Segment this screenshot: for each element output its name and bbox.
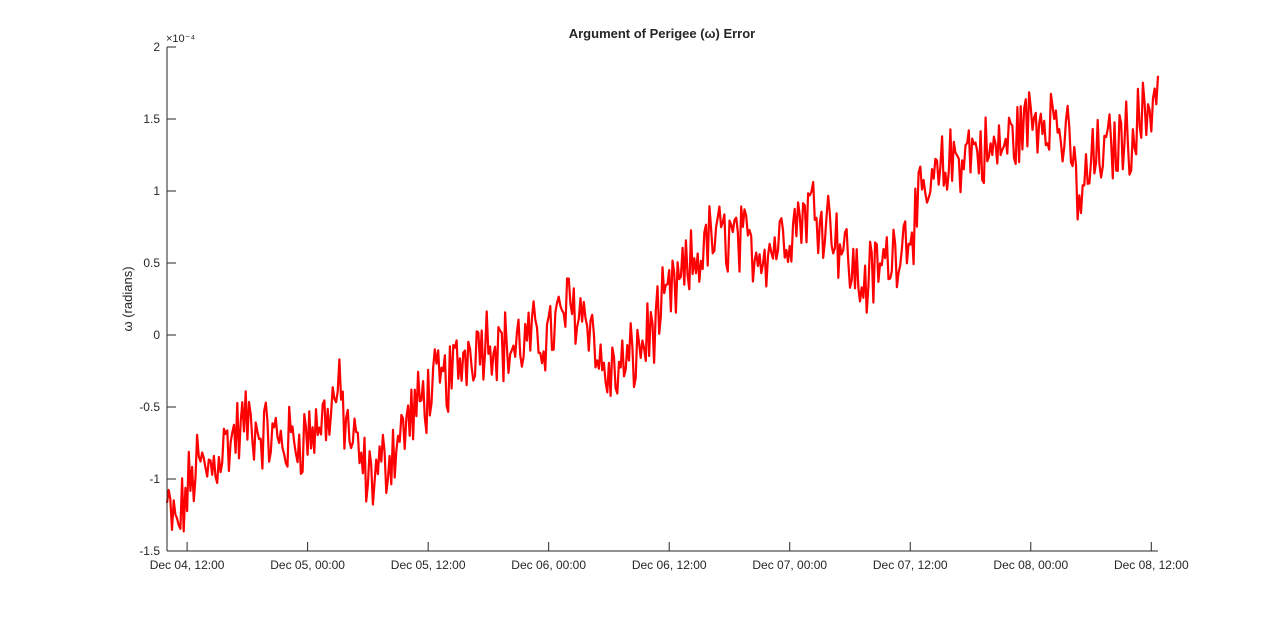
x-tick-label: Dec 08, 00:00	[993, 558, 1068, 572]
x-tick-label: Dec 08, 12:00	[1114, 558, 1189, 572]
x-tick-label: Dec 06, 00:00	[511, 558, 586, 572]
x-tick-label: Dec 05, 00:00	[270, 558, 345, 572]
y-exponent-label: ×10⁻⁴	[166, 33, 195, 45]
axis-layer	[166, 47, 1158, 552]
y-tick-label: 0.5	[143, 256, 160, 270]
y-tick-label: 2	[153, 40, 160, 54]
y-axis-label: ω (radians)	[120, 266, 135, 331]
x-tick-label: Dec 07, 12:00	[873, 558, 948, 572]
y-tick-label: -0.5	[139, 400, 160, 414]
x-tick-label: Dec 05, 12:00	[391, 558, 466, 572]
tick-layer: Dec 04, 12:00 Dec 05, 00:00 Dec 05, 12:00 D…	[139, 40, 1189, 572]
series-line	[165, 75, 1160, 533]
y-tick-label: 1.5	[143, 112, 160, 126]
x-tick-label: Dec 04, 12:00	[150, 558, 225, 572]
x-tick-label: Dec 07, 00:00	[752, 558, 827, 572]
series-layer	[165, 75, 1160, 533]
y-tick-label: 0	[153, 328, 160, 342]
y-tick-label: -1.5	[139, 544, 160, 558]
chart-title: Argument of Perigee (ω) Error	[569, 26, 756, 41]
y-tick-label: -1	[149, 472, 160, 486]
x-tick-label: Dec 06, 12:00	[632, 558, 707, 572]
y-tick-label: 1	[153, 184, 160, 198]
